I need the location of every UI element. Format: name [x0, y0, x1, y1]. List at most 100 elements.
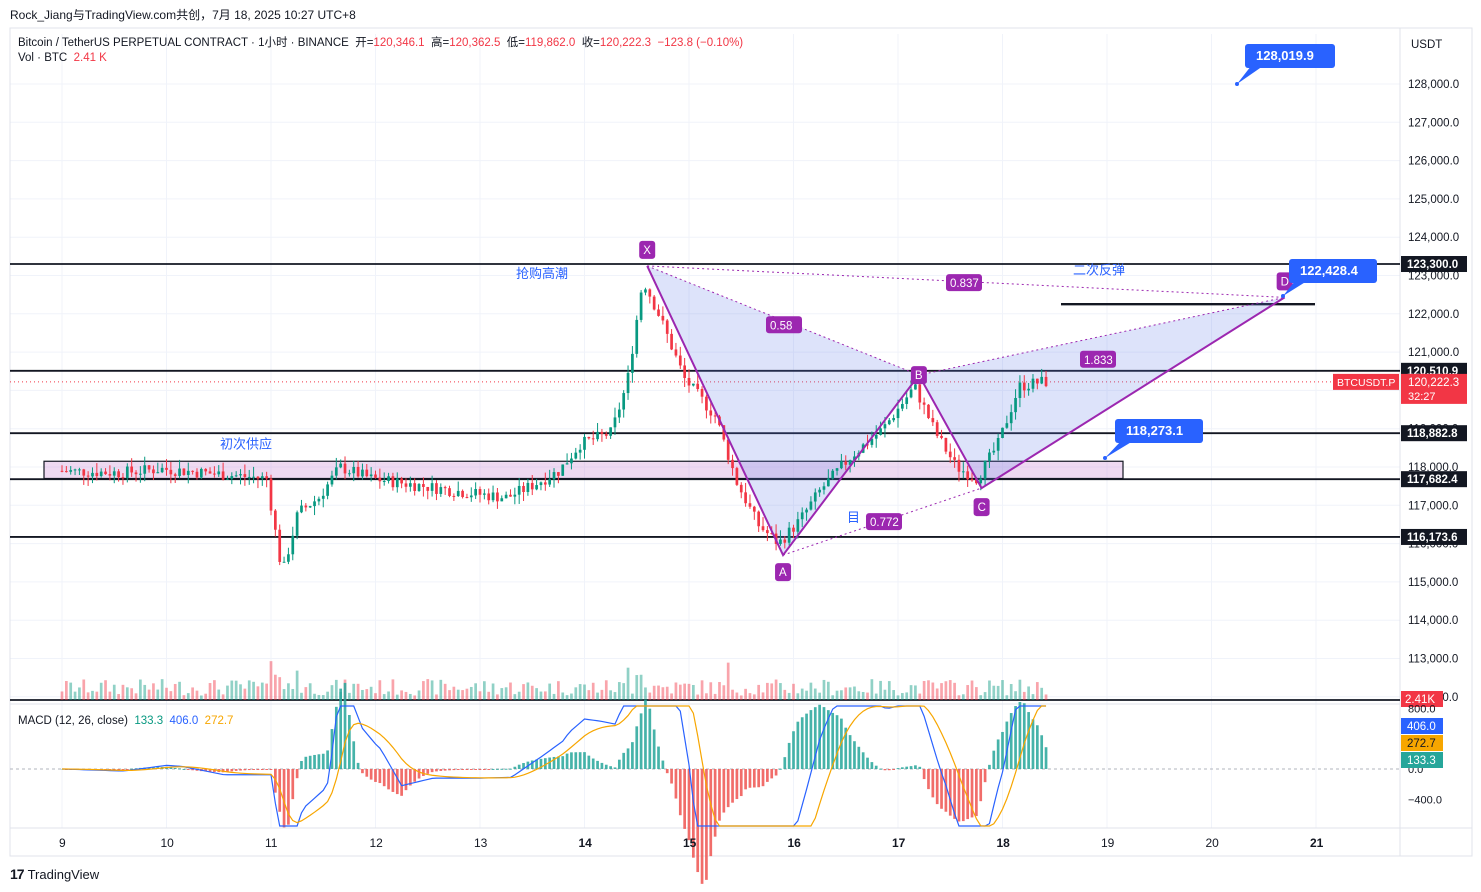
volume-bar — [496, 694, 499, 700]
volume-bar — [866, 692, 869, 700]
candle-body — [439, 487, 443, 494]
macd-histogram-bar — [504, 768, 508, 770]
volume-bar — [374, 693, 377, 700]
macd-histogram-bar — [535, 759, 538, 769]
macd-histogram-bar — [800, 717, 804, 769]
time-axis-label: 11 — [265, 836, 278, 850]
candle-body — [583, 436, 586, 450]
volume-bar — [160, 679, 164, 700]
candle-body — [69, 470, 73, 472]
volume-bar — [966, 685, 970, 700]
macd-histogram-bar — [665, 769, 669, 774]
candle-body — [565, 463, 569, 465]
volume-bar — [369, 686, 373, 700]
candle-body — [748, 503, 752, 507]
candle-body — [635, 319, 639, 354]
volume-bar — [657, 685, 660, 700]
volume-bar — [226, 685, 229, 700]
macd-histogram-bar — [291, 769, 295, 800]
point-d — [1276, 272, 1293, 291]
candle-body — [278, 529, 282, 562]
macd-histogram-bar — [709, 769, 713, 857]
macd-line-value: 406.0 — [169, 715, 199, 727]
point-d-label: D — [1281, 276, 1289, 288]
macd-histogram-bar — [378, 769, 382, 784]
candle-body — [125, 466, 129, 479]
label-initial-supply: 初次供应 — [220, 437, 272, 452]
volume-bar — [983, 692, 987, 700]
macd-histogram-bar — [874, 765, 878, 769]
macd-histogram-bar — [705, 769, 708, 880]
volume-bar — [631, 693, 634, 700]
candle-body — [696, 383, 700, 390]
candle-body — [469, 495, 473, 498]
candle-body — [935, 422, 939, 436]
candle-body — [896, 408, 900, 419]
volume-bar — [1009, 684, 1013, 700]
candle-body — [905, 397, 909, 404]
price-tick-label: 114,000.0 — [1408, 615, 1458, 627]
volume-bar — [465, 688, 469, 700]
volume-bar — [870, 679, 874, 700]
ratio-xd — [946, 274, 982, 292]
candle-body — [452, 495, 456, 497]
macd-value-badge — [1401, 718, 1443, 734]
macd-histogram-bar — [722, 769, 726, 813]
candle-body — [779, 539, 782, 544]
volume-bar — [975, 687, 978, 700]
price-tick-label: 117,000.0 — [1408, 500, 1458, 512]
volume-bar — [887, 681, 891, 700]
candle-body — [609, 427, 612, 436]
macd-histogram-bar — [1040, 735, 1044, 769]
candle-body — [252, 476, 255, 478]
macd-histogram-bar — [617, 759, 621, 769]
callout-top — [1245, 44, 1335, 68]
volume-bar — [278, 677, 282, 700]
macd-histogram-bar — [452, 769, 456, 771]
time-axis-label: 20 — [1206, 836, 1220, 850]
candle-body — [413, 483, 417, 491]
macd-tick-label: −400.0 — [1408, 794, 1442, 806]
volume-bar — [826, 681, 830, 700]
macd-histogram-bar — [835, 715, 839, 769]
volume-bar — [230, 680, 234, 700]
macd-histogram-bar — [739, 769, 743, 797]
volume-bar — [256, 686, 260, 700]
time-axis-label: 17 — [892, 836, 906, 850]
ratio-bd — [1080, 350, 1116, 368]
candle-body — [178, 468, 181, 476]
symbol-legend: Bitcoin / TetherUS PERPETUAL CONTRACT · … — [18, 34, 743, 50]
time-axis-label: 15 — [683, 836, 697, 850]
macd-histogram-bar — [596, 760, 599, 769]
high-label: 高= — [430, 37, 450, 49]
candle-body — [509, 494, 512, 497]
macd-histogram-bar — [870, 762, 874, 769]
volume-bar — [770, 683, 774, 700]
candle-body — [130, 466, 134, 473]
volume-bar — [361, 689, 364, 700]
candle-body — [996, 437, 1000, 451]
tradingview-logo[interactable]: 17 TradingView — [10, 866, 99, 882]
macd-histogram-bar — [348, 714, 351, 769]
candle-body — [78, 469, 81, 471]
candle-body — [165, 467, 168, 470]
volume-bar — [1005, 695, 1009, 700]
candle-body — [557, 472, 560, 476]
macd-histogram-bar — [435, 769, 438, 772]
volume-bar — [199, 695, 203, 700]
volume-badge-label: 2.41K — [1405, 694, 1435, 706]
candle-body — [604, 433, 608, 436]
macd-histogram-bar — [173, 767, 177, 769]
macd-histogram-bar — [169, 767, 173, 769]
candle-body — [948, 451, 952, 458]
volume-bar — [91, 690, 94, 700]
macd-histogram-bar — [652, 729, 656, 769]
candle-body — [596, 431, 599, 440]
candle-body — [378, 477, 382, 482]
time-axis-label: 21 — [1310, 836, 1324, 850]
volume-bar — [195, 690, 199, 700]
volume-bar — [665, 686, 669, 700]
volume-bar — [905, 692, 909, 700]
